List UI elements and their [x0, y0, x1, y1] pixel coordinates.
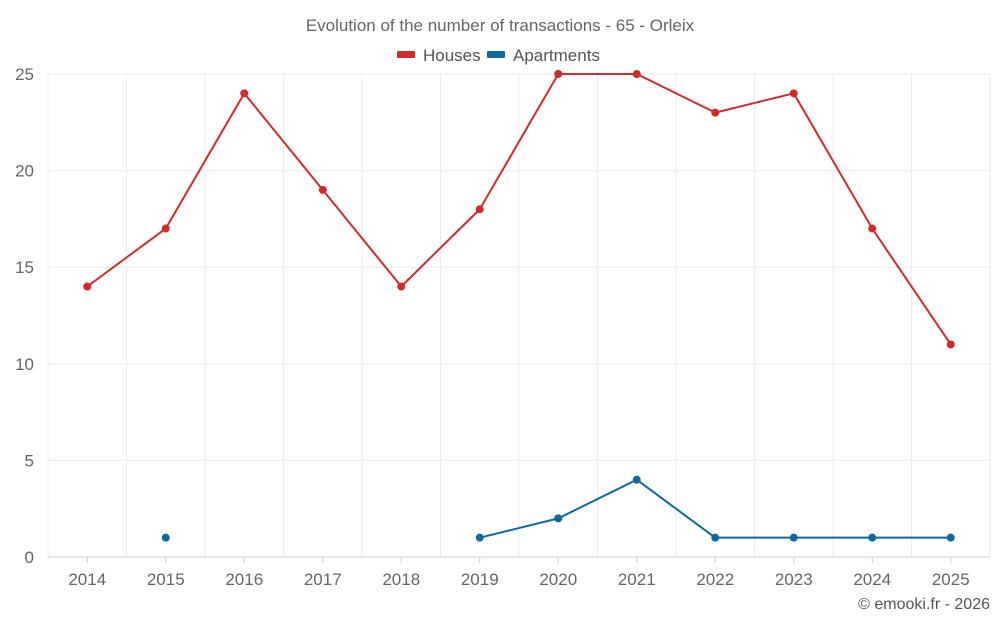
x-tick-label: 2014: [68, 570, 106, 589]
data-point-houses[interactable]: [868, 224, 877, 233]
y-tick-label: 15: [15, 258, 34, 277]
series-line-houses: [86, 73, 952, 346]
x-tick-label: 2015: [147, 570, 185, 589]
data-point-houses[interactable]: [475, 205, 484, 214]
x-tick-label: 2019: [461, 570, 499, 589]
y-tick-label: 10: [15, 355, 34, 374]
data-point-apartments[interactable]: [946, 533, 955, 542]
x-tick-label: 2016: [225, 570, 263, 589]
x-tick-label: 2024: [853, 570, 891, 589]
grid: [47, 73, 991, 558]
data-point-apartments[interactable]: [554, 514, 563, 523]
data-point-houses[interactable]: [318, 185, 327, 194]
data-point-apartments[interactable]: [161, 533, 170, 542]
legend-item-houses[interactable]: Houses: [397, 46, 481, 65]
data-point-houses[interactable]: [397, 282, 406, 291]
data-point-houses[interactable]: [632, 70, 641, 78]
credit-text: © emooki.fr - 2026: [858, 596, 990, 613]
data-point-houses[interactable]: [711, 108, 720, 117]
y-tick-label: 0: [25, 548, 34, 567]
legend-swatch: [397, 51, 415, 58]
data-point-apartments[interactable]: [475, 533, 484, 542]
y-tick-label: 25: [15, 65, 34, 84]
series-apartments: [161, 475, 955, 542]
data-point-apartments[interactable]: [868, 533, 877, 542]
x-tick-label: 2021: [618, 570, 656, 589]
series: [83, 70, 955, 542]
y-tick-label: 20: [15, 162, 34, 181]
data-point-apartments[interactable]: [789, 533, 798, 542]
series-houses: [83, 70, 955, 349]
x-tick-label: 2025: [932, 570, 970, 589]
data-point-houses[interactable]: [83, 282, 92, 291]
data-point-houses[interactable]: [161, 224, 170, 233]
legend-label: Houses: [423, 46, 481, 65]
x-tick-label: 2020: [539, 570, 577, 589]
data-point-houses[interactable]: [240, 89, 249, 98]
chart-title: Evolution of the number of transactions …: [306, 16, 695, 35]
data-point-houses[interactable]: [554, 70, 563, 78]
x-tick-label: 2022: [696, 570, 734, 589]
x-tick-label: 2018: [382, 570, 420, 589]
data-point-apartments[interactable]: [632, 475, 641, 484]
legend-item-apartments[interactable]: Apartments: [487, 46, 600, 65]
y-tick-label: 5: [25, 451, 34, 470]
legend-swatch: [487, 51, 505, 58]
legend-label: Apartments: [513, 46, 600, 65]
data-point-houses[interactable]: [946, 340, 955, 349]
x-tick-label: 2017: [304, 570, 342, 589]
data-point-apartments[interactable]: [711, 533, 720, 542]
legend[interactable]: Houses Apartments: [397, 46, 600, 65]
series-line-apartments: [479, 478, 951, 539]
data-point-houses[interactable]: [789, 89, 798, 98]
x-tick-label: 2023: [775, 570, 813, 589]
